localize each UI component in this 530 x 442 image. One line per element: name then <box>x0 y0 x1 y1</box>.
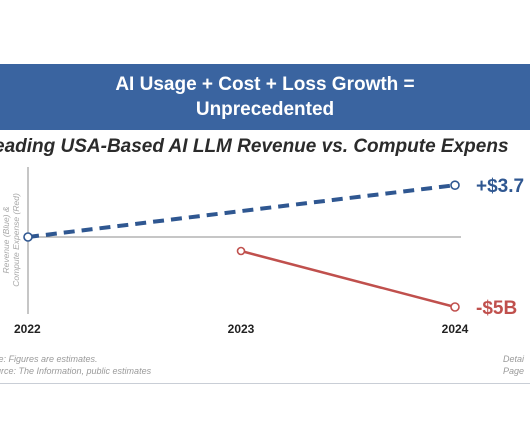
revenue-end-label: +$3.7 <box>476 176 524 197</box>
detail-text: Detai <box>503 354 525 364</box>
x-tick-label: 2022 <box>14 322 41 336</box>
revenue-point <box>450 180 460 190</box>
x-tick-label: 2023 <box>228 322 255 336</box>
expense-line <box>240 249 456 309</box>
revenue-line <box>27 183 456 239</box>
page-text: Page <box>503 366 525 376</box>
title-line-2: Unprecedented <box>195 99 335 120</box>
y-axis-label: Revenue (Blue) &Compute Expense (Red) <box>1 193 21 287</box>
x-tick-label: 2024 <box>442 322 469 336</box>
note-text: te: Figures are estimates. <box>0 354 98 364</box>
expense-end-label: -$5B <box>476 298 517 319</box>
revenue-point <box>23 232 33 242</box>
expense-point <box>450 302 460 312</box>
source-text: urce: The Information, public estimates <box>0 366 152 376</box>
x-tick-labels: 2022 2023 2024 <box>14 322 469 336</box>
expense-point <box>236 246 246 256</box>
chart-subtitle: eading USA-Based AI LLM Revenue vs. Comp… <box>0 136 509 157</box>
title-banner: AI Usage + Cost + Loss Growth = Unpreced… <box>0 64 530 130</box>
series-layer: +$3.7 -$5B <box>23 176 524 319</box>
title-line-1: AI Usage + Cost + Loss Growth = <box>115 74 415 95</box>
